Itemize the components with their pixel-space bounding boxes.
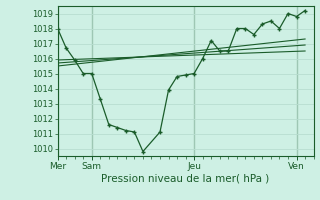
- X-axis label: Pression niveau de la mer( hPa ): Pression niveau de la mer( hPa ): [101, 173, 270, 183]
